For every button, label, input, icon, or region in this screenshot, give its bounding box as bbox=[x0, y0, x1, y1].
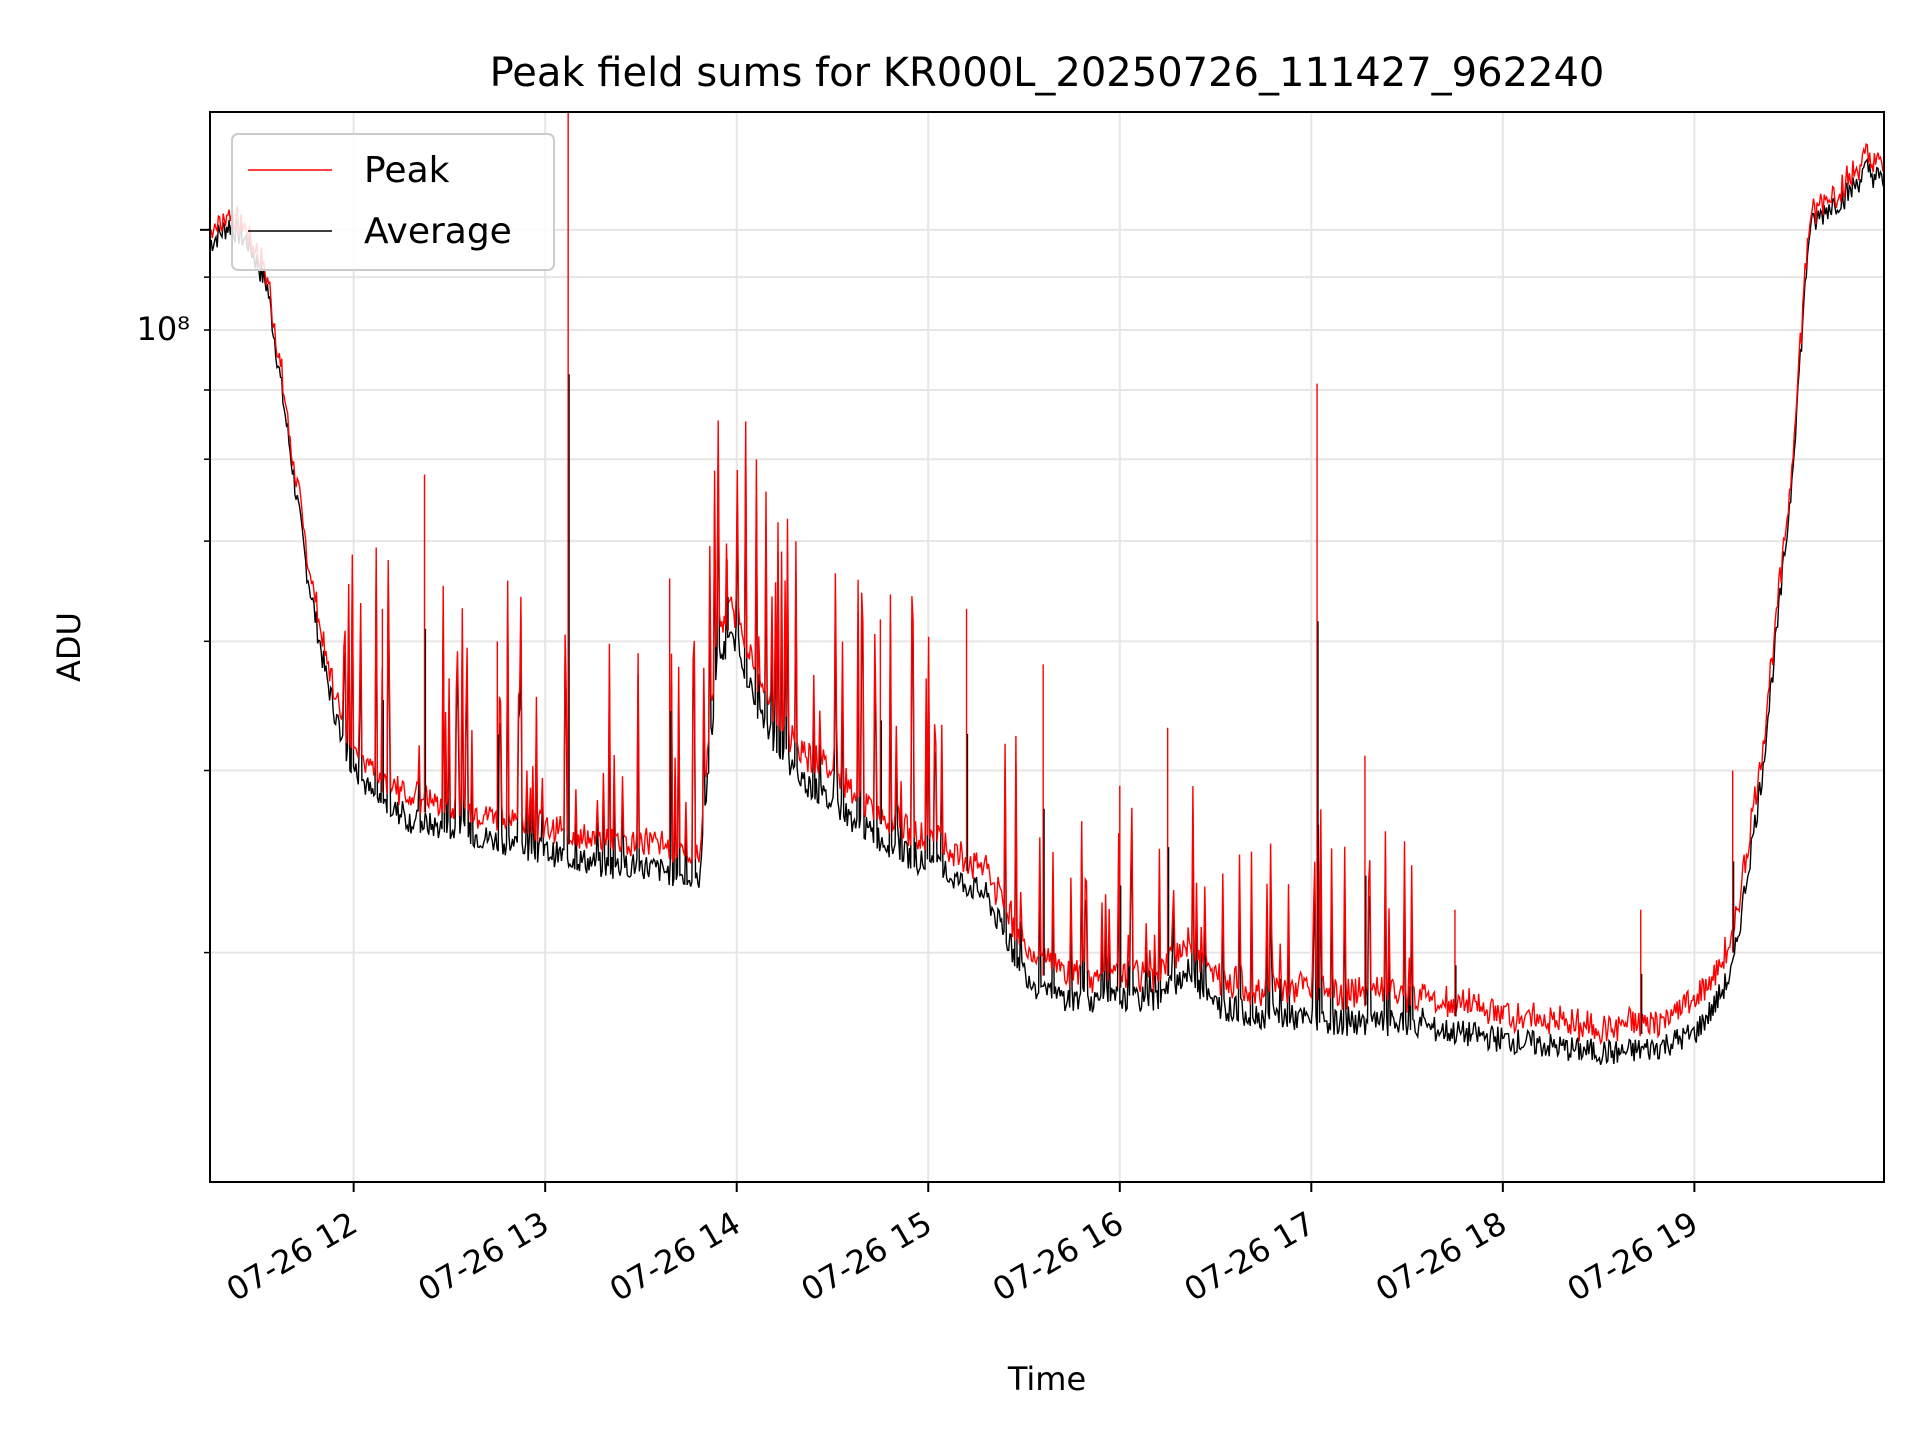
series-layer bbox=[210, 112, 1884, 1066]
y-tick-label: 10⁸ bbox=[136, 310, 190, 348]
legend-label-peak: Peak bbox=[364, 150, 450, 191]
chart-title: Peak field sums for KR000L_20250726_1114… bbox=[490, 50, 1605, 96]
series-line-peak bbox=[210, 142, 1884, 1046]
legend: Peak Average bbox=[231, 133, 555, 271]
y-axis-label: ADU bbox=[50, 612, 88, 682]
legend-box bbox=[231, 133, 555, 271]
series-line-average bbox=[210, 157, 1884, 1066]
legend-label-average: Average bbox=[364, 211, 512, 252]
x-axis-label: Time bbox=[1007, 1360, 1086, 1398]
plot-frame bbox=[209, 111, 1885, 1183]
